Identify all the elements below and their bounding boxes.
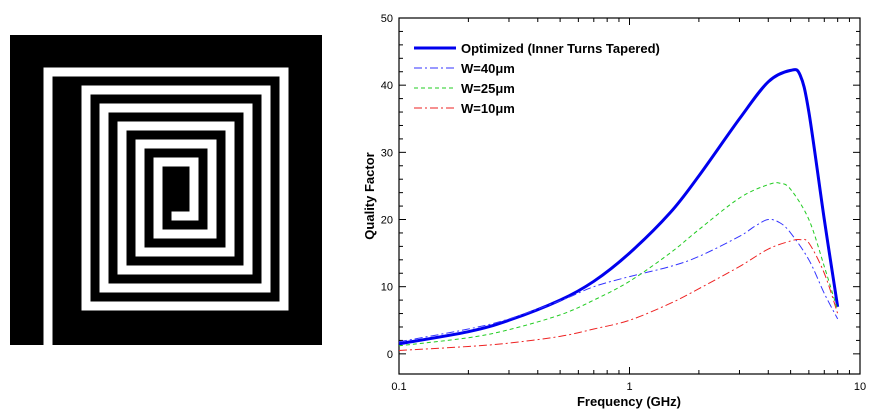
x-tick-label: 10 — [854, 381, 866, 393]
series-line-1 — [398, 218, 839, 343]
legend-label-3: W=10μm — [461, 101, 515, 116]
y-tick-label: 20 — [381, 215, 393, 227]
y-tick-label: 0 — [387, 349, 393, 361]
series-line-2 — [398, 182, 839, 347]
spiral-trace — [43, 67, 289, 350]
tick-labels: 0 10 20 30 40 50 0.1 1 10 — [381, 13, 866, 393]
chart: 0 10 20 30 40 50 0.1 1 10 Optimized (Inner Turns… — [362, 13, 866, 409]
series-line-3 — [398, 238, 839, 351]
y-tick-label: 10 — [381, 282, 393, 294]
series-lines — [398, 68, 840, 351]
spiral-background — [10, 35, 322, 345]
x-tick-label: 1 — [626, 381, 632, 393]
x-tick-label: 0.1 — [391, 381, 406, 393]
legend: Optimized (Inner Turns Tapered) W=40μm W=2… — [414, 41, 660, 116]
spiral-inductor-image — [10, 35, 322, 350]
x-axis-title: Frequency (GHz) — [577, 394, 681, 409]
y-tick-label: 40 — [381, 80, 393, 92]
series-line-0 — [398, 68, 840, 346]
y-tick-label: 30 — [381, 147, 393, 159]
axis-ticks — [398, 17, 860, 374]
legend-label-1: W=40μm — [461, 61, 515, 76]
y-tick-label: 50 — [381, 13, 393, 25]
y-axis-title: Quality Factor — [362, 152, 377, 239]
legend-label-2: W=25μm — [461, 81, 515, 96]
legend-label-0: Optimized (Inner Turns Tapered) — [461, 41, 660, 56]
